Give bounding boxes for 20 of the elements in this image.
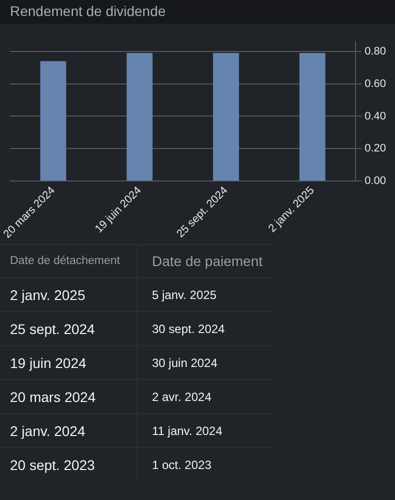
y-tick-label: 0.20: [364, 142, 386, 155]
text: 20 mars 2024: [9, 388, 97, 406]
text: 30 sept. 2024: [137, 312, 272, 345]
text: 2 janv. 2025: [9, 286, 86, 305]
text: Date de détachement: [9, 254, 121, 269]
y-tick-label: 0.40: [364, 110, 386, 122]
y-tick-label: 0.80: [364, 45, 386, 58]
text: 19 juin 2024: [9, 354, 88, 373]
text: 1 oct. 2023: [137, 448, 272, 481]
chart-title: Rendement de dividende: [0, 0, 395, 24]
text: 2 avr. 2024: [137, 380, 272, 413]
text: 30 juin 2024: [137, 346, 272, 379]
text: 2 janv. 2024: [9, 422, 86, 441]
y-tick-label: 0.00: [364, 175, 386, 188]
text: Date de paiement: [137, 245, 272, 277]
y-tick-label: 0.60: [364, 78, 386, 90]
text: 20 sept. 2023: [9, 456, 96, 475]
text: 11 janv. 2024: [137, 414, 272, 447]
text: 25 sept. 2024: [9, 320, 96, 339]
text: 5 janv. 2025: [137, 278, 272, 311]
